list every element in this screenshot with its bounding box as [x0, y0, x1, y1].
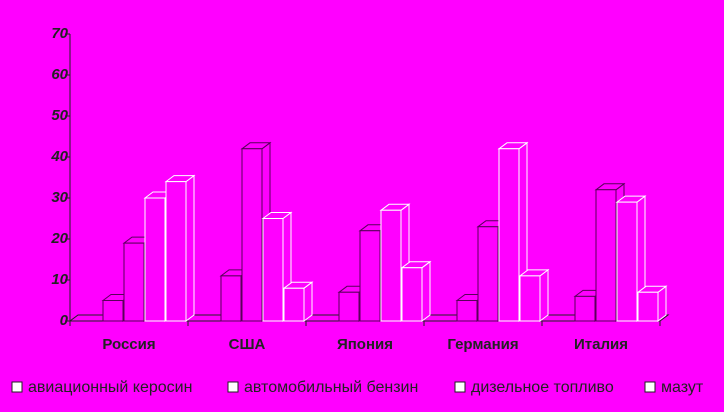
legend-swatch [644, 381, 656, 393]
bar [636, 285, 668, 322]
x-tick-label: США [229, 336, 266, 353]
y-tick-label: 40 [50, 148, 68, 165]
legend-label: авиационный керосин [28, 379, 192, 396]
y-tick-label: 60 [51, 66, 68, 83]
y-tick-label: 70 [51, 25, 68, 42]
x-tick-label: Италия [574, 336, 628, 353]
legend-label: дизельное топливо [471, 379, 614, 396]
bar [164, 174, 196, 322]
y-tick-label: 10 [51, 271, 68, 288]
x-tick-label: Япония [337, 336, 393, 353]
x-tick-label: Германия [447, 336, 518, 353]
y-tick-label: 50 [51, 107, 68, 124]
bar [518, 268, 550, 322]
bar [282, 281, 314, 322]
legend-swatch [454, 381, 466, 393]
legend-label: автомобильный бензин [244, 379, 418, 396]
y-tick-label: 30 [51, 189, 68, 206]
y-tick-label: 20 [50, 230, 68, 247]
legend-swatch [227, 381, 239, 393]
legend-swatch [11, 381, 23, 393]
y-tick-label: 0 [60, 312, 69, 329]
legend-label: мазут [661, 379, 704, 396]
bar [400, 260, 432, 322]
x-tick-label: Россия [102, 336, 155, 353]
